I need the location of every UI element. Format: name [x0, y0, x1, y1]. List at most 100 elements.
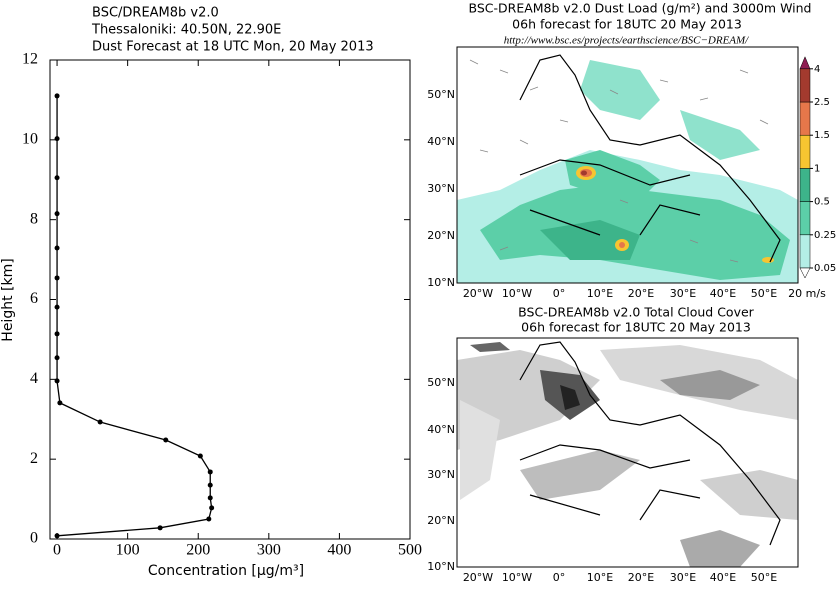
lon-label: 10°E: [587, 287, 613, 300]
colorbar-segment: [799, 201, 811, 236]
map-title: 06h forecast for 18UTC 20 May 2013: [521, 320, 751, 335]
lon-label: 30°E: [670, 571, 696, 584]
lat-label: 40°N: [427, 135, 455, 148]
lon-label: 20°W: [463, 571, 493, 584]
coastline: [519, 341, 781, 546]
lat-label: 50°N: [427, 88, 455, 101]
title-line: Thessaloniki: 40.50N, 22.90E: [91, 23, 281, 38]
x-axis-label: Concentration [μg/m³]: [148, 563, 304, 579]
lon-label: 50°E: [751, 287, 777, 300]
x-tick-label: 100: [116, 542, 140, 559]
colorbar-label: 0.5: [814, 197, 830, 208]
lat-label: 10°N: [427, 560, 455, 573]
y-tick-label: 2: [30, 450, 38, 467]
data-point: [54, 378, 60, 384]
title-line: BSC/DREAM8b v2.0: [92, 6, 219, 21]
map-title: 06h forecast for 18UTC 20 May 2013: [512, 17, 742, 32]
dust-area: [480, 185, 790, 280]
dust-area: [565, 150, 660, 200]
data-point: [57, 400, 63, 406]
colorbar-label: 1.5: [814, 130, 830, 141]
lon-label: 20°W: [463, 287, 493, 300]
lat-label: 30°N: [427, 468, 455, 481]
lon-label: 40°E: [710, 571, 736, 584]
lat-label: 20°N: [427, 229, 455, 242]
lat-label: 40°N: [427, 423, 455, 436]
cloud-map: [456, 337, 799, 568]
colorbar-segment: [799, 234, 811, 269]
cloud-area: [660, 370, 760, 400]
lon-label: 40°E: [710, 287, 736, 300]
data-point: [207, 495, 213, 501]
data-point: [54, 275, 60, 281]
dust-map: [456, 46, 799, 284]
wind-key: 20 m/s: [788, 287, 826, 300]
lon-label: 10°E: [587, 571, 613, 584]
data-point: [97, 419, 103, 425]
data-point: [54, 136, 60, 142]
map-frame: [456, 337, 799, 568]
data-point: [163, 437, 169, 443]
dust-area: [680, 110, 760, 160]
lon-label: 10°W: [502, 571, 532, 584]
coastline: [519, 54, 781, 263]
lat-label: 20°N: [427, 514, 455, 527]
data-point: [54, 331, 60, 337]
y-tick-label: 0: [30, 530, 38, 547]
cloud-area: [560, 385, 580, 410]
colorbar-under: [799, 267, 811, 279]
map-url: http://www.bsc.es/projects/earthscience/…: [504, 35, 749, 47]
y-tick-label: 6: [30, 290, 38, 307]
data-point: [54, 175, 60, 181]
data-point: [54, 533, 60, 539]
wind-vector: [469, 59, 769, 263]
colorbar-segment: [799, 68, 811, 103]
data-point: [54, 355, 60, 361]
lon-label: 50°E: [751, 571, 777, 584]
cloud-area: [470, 342, 510, 352]
x-tick-label: 400: [327, 542, 351, 559]
y-axis-label: Height [km]: [0, 258, 16, 341]
data-point: [209, 505, 215, 511]
map-frame: [456, 46, 799, 284]
cloud-area: [680, 530, 760, 567]
x-tick-label: 300: [257, 542, 281, 559]
data-point: [54, 245, 60, 251]
cloud-area: [520, 450, 640, 500]
colorbar-label: 0.25: [814, 230, 836, 241]
dust-hotspot: [619, 242, 625, 248]
colorbar-segment: [799, 168, 811, 202]
colorbar-over: [799, 56, 811, 70]
lon-label: 20°E: [628, 287, 654, 300]
data-point: [54, 93, 60, 99]
colorbar-label: 2.5: [814, 97, 830, 108]
data-point: [207, 469, 213, 475]
cloud-area: [460, 400, 500, 500]
lat-label: 30°N: [427, 182, 455, 195]
colorbar-label: 0.05: [814, 263, 836, 274]
colorbar-segment: [799, 134, 811, 169]
y-tick-label: 10: [22, 131, 38, 148]
x-tick-label: 500: [398, 542, 422, 559]
y-tick-label: 4: [30, 370, 38, 387]
colorbar-label: 4: [814, 64, 820, 75]
profile-line: [56, 95, 213, 537]
colorbar-label: 1: [814, 163, 820, 174]
lon-label: 20°E: [628, 571, 654, 584]
dust-area: [540, 220, 640, 260]
data-point: [54, 304, 60, 310]
data-point: [54, 211, 60, 217]
x-tick-label: 0: [53, 542, 61, 559]
map-title: BSC-DREAM8b v2.0 Total Cloud Cover: [518, 305, 754, 320]
y-tick-label: 12: [22, 51, 38, 68]
lon-label: 30°E: [670, 287, 696, 300]
plot-frame: [49, 59, 411, 540]
map-title: BSC-DREAM8b v2.0 Dust Load (g/m²) and 30…: [468, 1, 811, 16]
dust-area: [580, 60, 660, 120]
lon-label: 0°: [553, 571, 566, 584]
data-point: [206, 516, 212, 522]
lon-label: 0°: [553, 287, 566, 300]
colorbar-segment: [799, 101, 811, 136]
x-tick-label: 200: [186, 542, 210, 559]
